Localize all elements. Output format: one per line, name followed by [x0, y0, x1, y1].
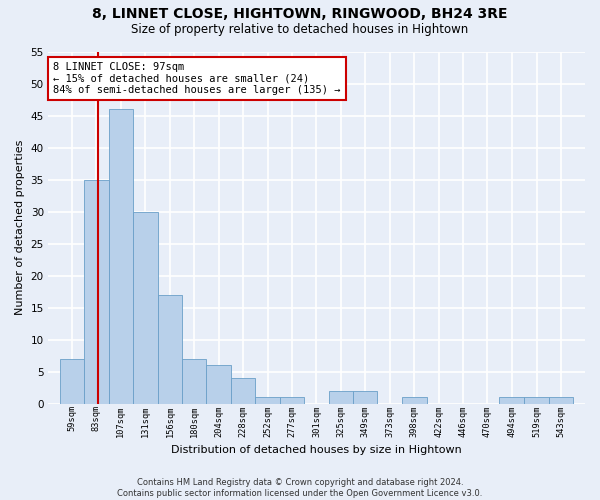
Bar [133, 212, 158, 404]
Bar [255, 398, 280, 404]
Text: Size of property relative to detached houses in Hightown: Size of property relative to detached ho… [131, 22, 469, 36]
Bar [206, 366, 230, 404]
Bar [402, 398, 427, 404]
Text: 8 LINNET CLOSE: 97sqm
← 15% of detached houses are smaller (24)
84% of semi-deta: 8 LINNET CLOSE: 97sqm ← 15% of detached … [53, 62, 341, 96]
Bar [109, 109, 133, 404]
Bar [85, 180, 109, 404]
X-axis label: Distribution of detached houses by size in Hightown: Distribution of detached houses by size … [171, 445, 462, 455]
Bar [182, 359, 206, 404]
Text: Contains HM Land Registry data © Crown copyright and database right 2024.
Contai: Contains HM Land Registry data © Crown c… [118, 478, 482, 498]
Bar [158, 295, 182, 404]
Y-axis label: Number of detached properties: Number of detached properties [15, 140, 25, 316]
Text: 8, LINNET CLOSE, HIGHTOWN, RINGWOOD, BH24 3RE: 8, LINNET CLOSE, HIGHTOWN, RINGWOOD, BH2… [92, 8, 508, 22]
Bar [230, 378, 255, 404]
Bar [548, 398, 573, 404]
Bar [499, 398, 524, 404]
Bar [353, 391, 377, 404]
Bar [329, 391, 353, 404]
Bar [60, 359, 85, 404]
Bar [524, 398, 548, 404]
Bar [280, 398, 304, 404]
